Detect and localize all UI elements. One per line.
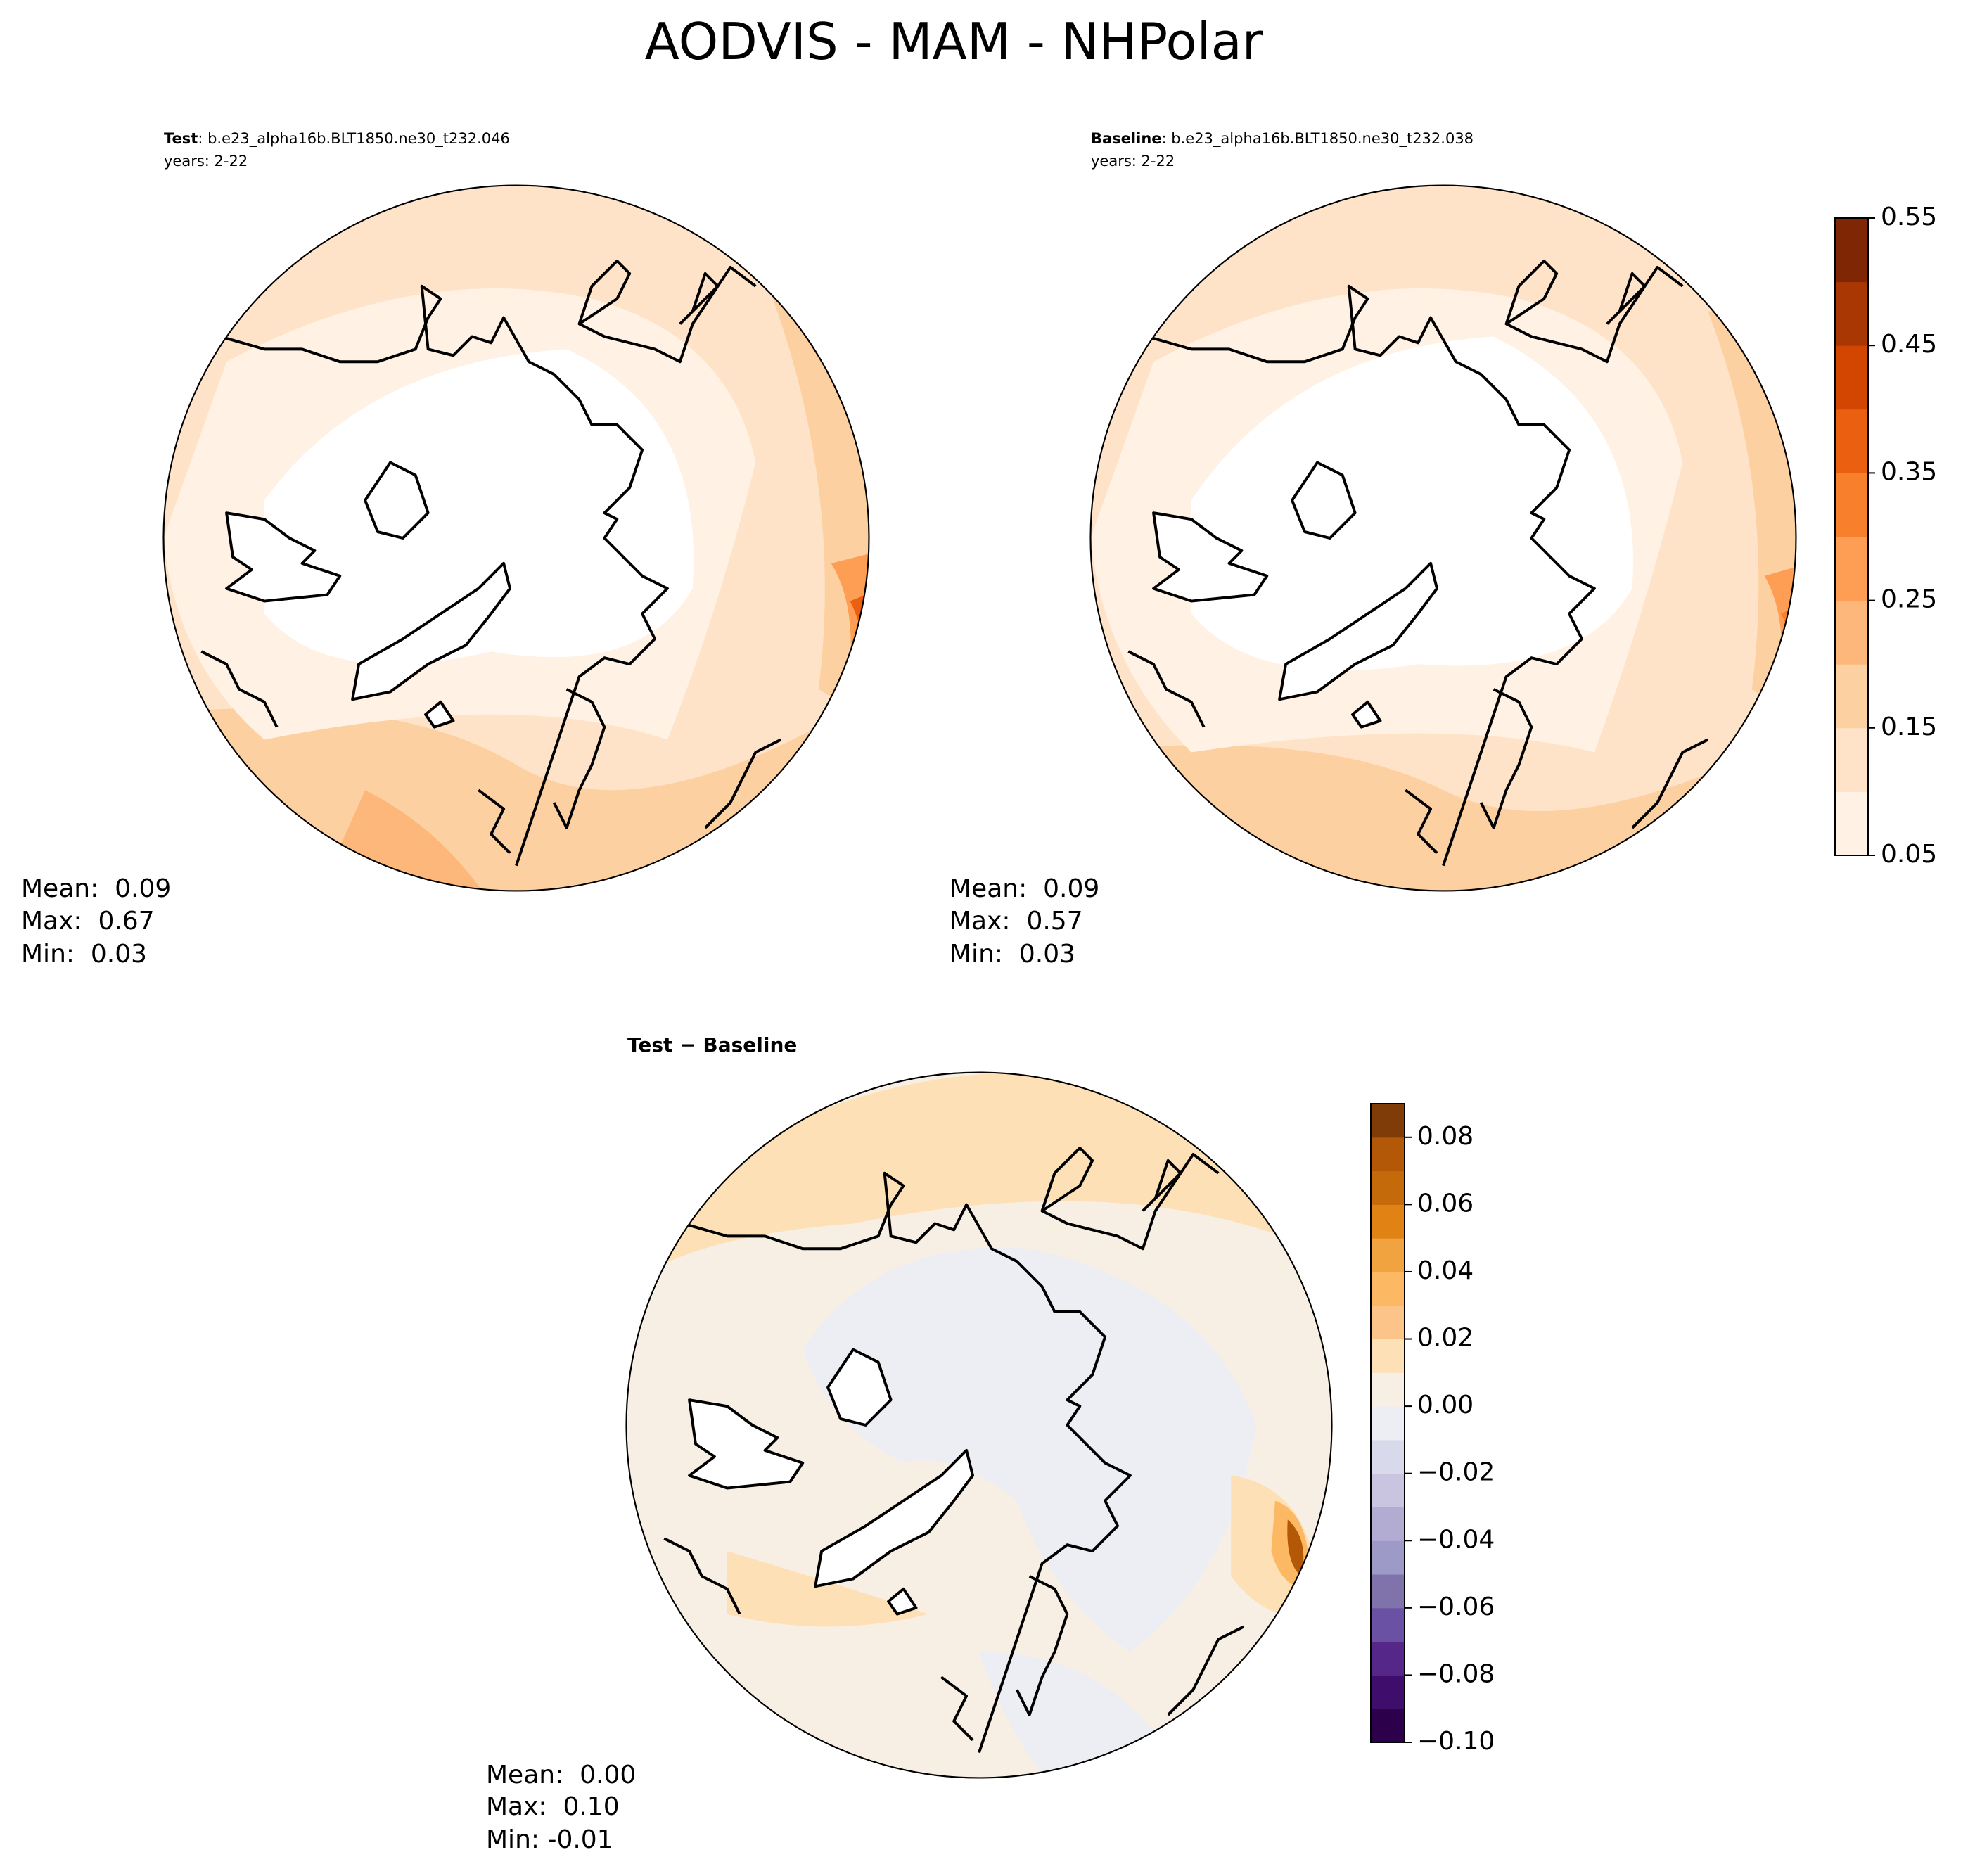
colorbar-band: [1835, 600, 1868, 665]
colorbar-band: [1371, 1305, 1405, 1340]
colorbar-band: [1371, 1104, 1405, 1138]
colorbar-band: [1371, 1641, 1405, 1676]
colorbar-band: [1835, 409, 1868, 473]
colorbar-band: [1371, 1238, 1405, 1272]
stat: Max: 0.67: [21, 907, 155, 936]
panel-header: Test: b.e23_alpha16b.BLT1850.ne30_t232.0…: [164, 130, 510, 148]
colorbar-band: [1835, 345, 1868, 410]
colorbar-band: [1371, 1675, 1405, 1709]
colorbar-tick-label: −0.08: [1417, 1659, 1495, 1688]
colorbar-band: [1371, 1204, 1405, 1239]
colorbar-band: [1371, 1271, 1405, 1306]
panel-label: Baseline: [1091, 130, 1162, 147]
stat: Min: -0.01: [486, 1825, 613, 1854]
colorbar-tick-label: −0.10: [1417, 1727, 1495, 1756]
colorbar-tick-label: 0.02: [1417, 1324, 1474, 1353]
figure-title: AODVIS - MAM - NHPolar: [645, 12, 1263, 71]
colorbar-tick-label: 0.35: [1881, 457, 1937, 486]
stat: Max: 0.57: [950, 907, 1083, 936]
colorbar-band: [1835, 281, 1868, 346]
colorbar-tick-label: −0.04: [1417, 1525, 1495, 1554]
panel-header: Baseline: b.e23_alpha16b.BLT1850.ne30_t2…: [1091, 130, 1474, 148]
colorbar-tick-label: 0.25: [1881, 585, 1937, 614]
colorbar-tick-label: 0.55: [1881, 203, 1937, 231]
stat: Mean: 0.09: [950, 874, 1099, 903]
map-test: [162, 184, 870, 892]
colorbar-tick-label: 0.08: [1417, 1122, 1474, 1151]
colorbar-frame: [1834, 217, 1869, 856]
stat: Max: 0.10: [486, 1792, 620, 1821]
stat: Mean: 0.00: [486, 1761, 636, 1789]
panel-case: : b.e23_alpha16b.BLT1850.ne30_t232.038: [1162, 130, 1474, 148]
panel-label: Test − Baseline: [627, 1033, 797, 1057]
colorbar-band: [1371, 1439, 1405, 1474]
colorbar-tick-label: 0.00: [1417, 1391, 1474, 1419]
colorbar-band: [1835, 727, 1868, 792]
colorbar-band: [1371, 1507, 1405, 1541]
panel-case: : b.e23_alpha16b.BLT1850.ne30_t232.046: [198, 130, 510, 148]
stat: Mean: 0.09: [21, 874, 171, 903]
colorbar-tick-label: 0.15: [1881, 713, 1937, 741]
colorbar-band: [1835, 473, 1868, 537]
map-difference: [625, 1071, 1333, 1779]
colorbar-band: [1835, 664, 1868, 729]
colorbar-band: [1371, 1170, 1405, 1205]
colorbar-band: [1371, 1574, 1405, 1609]
stat: Min: 0.03: [950, 940, 1075, 969]
colorbar-tick-label: −0.02: [1417, 1458, 1495, 1487]
map-baseline: [1089, 184, 1797, 892]
panel-years: years: 2-22: [164, 153, 248, 170]
colorbar-band: [1371, 1473, 1405, 1507]
colorbar-band: [1835, 791, 1868, 856]
colorbar-tick-label: 0.06: [1417, 1189, 1474, 1218]
colorbar-band: [1371, 1406, 1405, 1441]
colorbar-band: [1371, 1137, 1405, 1172]
colorbar-tick-label: −0.06: [1417, 1593, 1495, 1621]
colorbar-band: [1371, 1607, 1405, 1642]
colorbar-tick-label: 0.04: [1417, 1256, 1474, 1285]
colorbar-tick-label: 0.45: [1881, 330, 1937, 359]
colorbar-frame: [1370, 1103, 1405, 1743]
colorbar-band: [1835, 537, 1868, 601]
colorbar-band: [1371, 1540, 1405, 1575]
colorbar-band: [1371, 1339, 1405, 1373]
stat: Min: 0.03: [21, 940, 147, 969]
panel-label: Test: [164, 130, 198, 147]
panel-years: years: 2-22: [1091, 153, 1175, 170]
colorbar-band: [1835, 218, 1868, 283]
colorbar-band: [1371, 1372, 1405, 1407]
colorbar-tick-label: 0.05: [1881, 840, 1937, 869]
colorbar-band: [1371, 1709, 1405, 1743]
